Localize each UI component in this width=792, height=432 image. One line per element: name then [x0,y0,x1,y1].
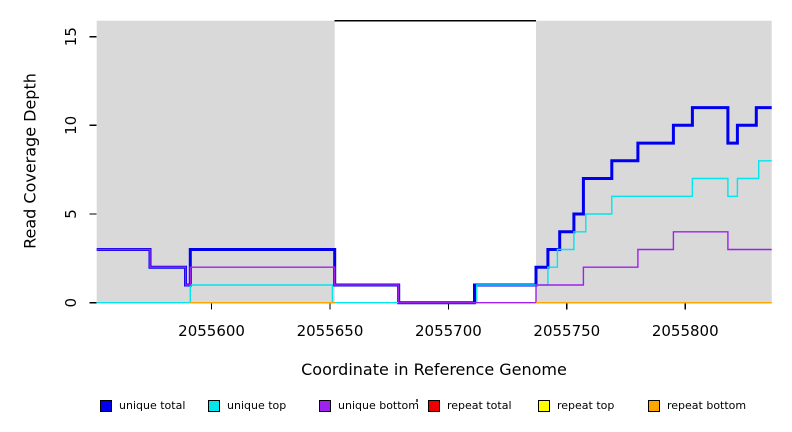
x-axis-title: Coordinate in Reference Genome [301,360,567,379]
legend-swatch-repeat-bottom [648,399,660,412]
x-tick-label: 2055650 [297,322,364,340]
x-tick-label: 2055700 [415,322,482,340]
legend-item-repeat-top: repeat top [538,399,614,412]
series-unique-top [96,160,772,304]
x-tick-label: 2055800 [652,322,719,340]
y-tick-label: 15 [62,27,80,46]
legend-swatch-unique-top [208,399,220,412]
stray-mark [416,399,418,402]
y-tick-label: 10 [62,116,80,135]
series-unique-total [96,106,772,305]
legend-item-repeat-bottom: repeat bottom [648,399,746,412]
legend-item-unique-bottom: unique bottom [319,399,419,412]
coverage-line [96,231,772,304]
coverage-line [96,160,772,304]
axes: 2055600 2055650 2055700 2055750 2055800 0 5 10 1… [62,27,719,340]
legend-swatch-unique-bottom [319,399,331,412]
y-tick-label: 5 [62,209,80,219]
series-unique-bottom [96,231,772,304]
legend-swatch-repeat-top [538,399,550,412]
legend-label-unique-top: unique top [227,399,287,412]
legend-item-unique-top: unique top [208,399,286,412]
y-tick-label: 0 [62,298,80,308]
x-tick-label: 2055750 [533,322,600,340]
legend-swatch-repeat-total [428,399,440,412]
coverage-line [96,106,772,305]
legend-label-unique-total: unique total [119,399,186,412]
legend-item-repeat-total: repeat total [428,399,512,412]
shaded-regions [96,20,772,303]
legend-label-repeat-bottom: repeat bottom [667,399,747,412]
x-tick-label: 2055600 [178,322,245,340]
legend-label-unique-bottom: unique bottom [338,399,420,412]
legend-label-repeat-top: repeat top [557,399,615,412]
legend-item-unique-total: unique total [100,399,185,412]
repeat-region-shading [96,20,335,303]
legend-label-repeat-total: repeat total [447,399,512,412]
legend-swatch-unique-total [100,399,112,412]
repeat-region-shading [536,20,772,303]
y-axis-title: Read Coverage Depth [20,73,40,249]
